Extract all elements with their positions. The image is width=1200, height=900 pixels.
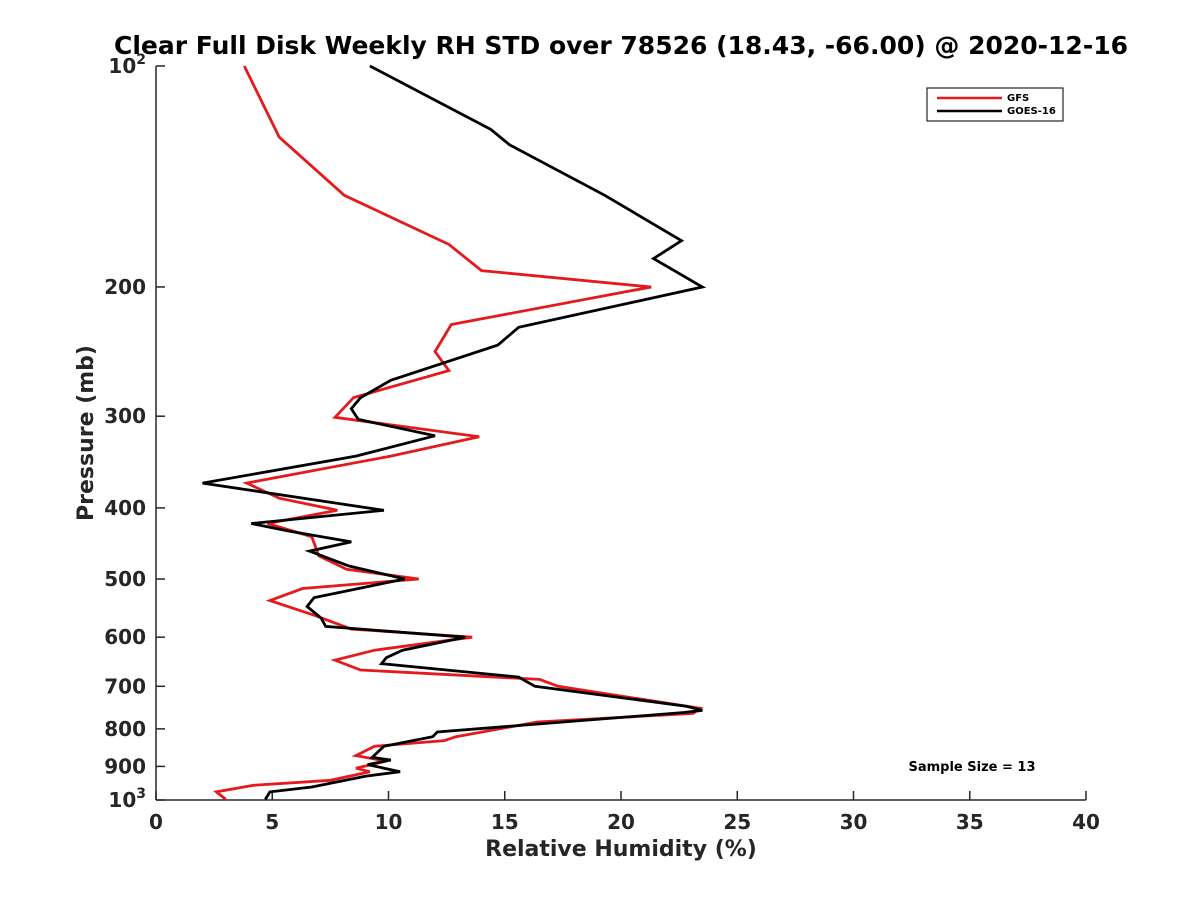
- y-tick-label: 700: [104, 674, 146, 698]
- x-tick-label: 10: [375, 810, 403, 834]
- x-axis-label: Relative Humidity (%): [485, 837, 757, 862]
- x-tick-label: 30: [840, 810, 868, 834]
- y-tick-label: 800: [104, 717, 146, 741]
- y-tick-label: 300: [104, 404, 146, 428]
- x-axis-ticks: 0 5 10 15 20 25 30 35 40: [149, 791, 1100, 834]
- y-tick-label: 600: [104, 625, 146, 649]
- series-lines: [202, 64, 707, 801]
- y-tick-label: 103: [108, 786, 146, 812]
- y-tick-label: 400: [104, 496, 146, 520]
- x-tick-label: 0: [149, 810, 163, 834]
- x-tick-label: 40: [1072, 810, 1100, 834]
- legend-label-goes16: GOES-16: [1007, 106, 1056, 117]
- x-tick-label: 35: [956, 810, 984, 834]
- x-tick-label: 5: [265, 810, 279, 834]
- axes: [155, 66, 1086, 801]
- x-tick-label: 20: [607, 810, 635, 834]
- y-axis-ticks: 102 200 300 400 500 600 700 800 900 103: [104, 52, 165, 812]
- y-tick-label: 900: [104, 754, 146, 778]
- x-tick-label: 15: [491, 810, 519, 834]
- sample-size-annotation: Sample Size = 13: [908, 760, 1035, 775]
- series-line-gfs: [213, 65, 704, 801]
- legend-box: [926, 87, 1064, 122]
- y-tick-label: 500: [104, 567, 146, 591]
- legend: GFS GOES-16: [926, 87, 1064, 122]
- chart-title: Clear Full Disk Weekly RH STD over 78526…: [114, 31, 1128, 60]
- y-tick-label: 200: [104, 275, 146, 299]
- y-axis-label: Pressure (mb): [74, 345, 99, 521]
- y-tick-label: 102: [108, 52, 146, 78]
- legend-label-gfs: GFS: [1007, 93, 1029, 104]
- series-line-goes16: [202, 64, 707, 801]
- x-tick-label: 25: [723, 810, 751, 834]
